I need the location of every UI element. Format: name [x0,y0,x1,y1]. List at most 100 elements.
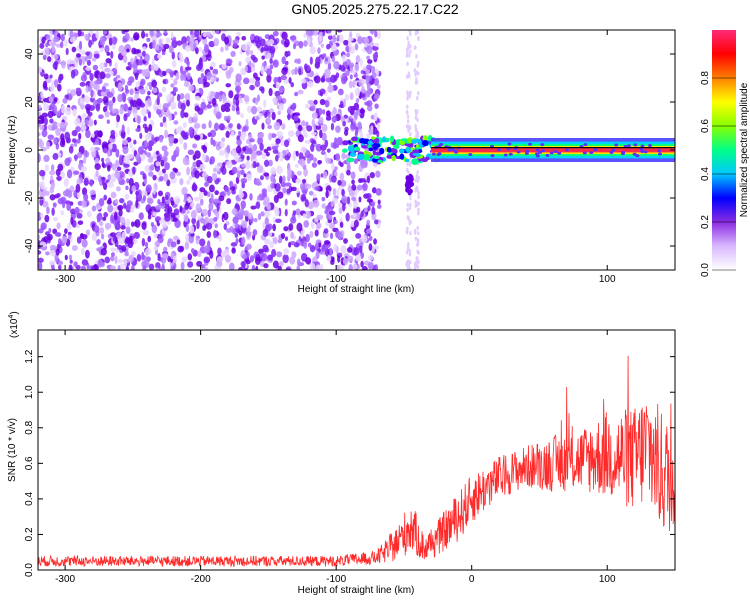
spectrogram-cell [53,97,58,102]
spectrogram-cell [356,88,360,97]
spectrogram-cell [338,202,343,209]
spectrogram-cell [283,248,290,256]
spectrogram-cell [72,108,77,117]
spectrogram-cell [268,241,275,248]
spectrogram-cell [189,30,194,35]
spectrogram-cell [241,43,248,52]
spectrogram-cell [204,216,210,225]
spectrogram-cell [301,78,307,84]
spectrogram-cell [350,220,355,228]
spectrogram-cell [327,84,334,93]
spectrogram-cell [235,97,240,107]
spectrogram-cell [41,36,46,44]
spectrogram-cell [283,79,290,84]
spectrogram-cell [343,238,348,244]
spectrogram-cell [296,58,301,65]
spectrogram-cell [67,58,74,65]
spectrogram-cell [267,254,273,261]
spectrogram-cell [142,50,146,57]
spectrogram-cell [231,104,236,112]
spectrogram-cell [144,85,149,92]
spectrogram-cell [296,222,303,232]
spectrogram-cell [280,75,287,81]
spectrogram-cell [49,30,53,37]
spectrogram-cell [95,103,101,112]
spectrogram-cell [150,222,155,227]
spectrogram-cell [38,169,46,177]
spectrogram-cell [98,197,105,207]
spectrogram-cell [407,127,411,132]
spectrogram-cell [61,104,66,114]
spectrogram-cell [296,170,302,176]
spectrogram-cell [309,230,314,238]
spectrogram-cell [48,96,54,103]
spectrogram-cell [76,178,81,186]
spectrogram-cell [304,210,312,219]
spectrogram-cell [48,228,52,234]
spectrogram-cell [408,266,412,270]
spectrogram-cell [311,112,318,119]
spectrogram-cell [43,117,48,126]
spectrogram-cell [346,157,355,163]
spectrogram-cell [71,245,78,251]
spectrogram-cell [89,189,96,195]
spectrogram-cell [110,191,117,199]
spectrogram-cell [304,103,310,109]
spectrogram-cell [271,248,277,258]
spectrogram-cell [314,75,321,84]
spectrogram-cell [268,159,273,167]
spectrogram-cell [320,144,327,151]
spectrogram-cell [67,231,72,236]
spectrogram-cell [289,35,297,41]
spectrogram-cell [103,211,108,218]
spectrogram-cell [299,182,306,190]
spectrogram-cell [102,96,109,104]
spectrogram-cell [75,53,81,58]
spectrogram-cell [99,220,104,227]
spectrogram-cell [226,198,232,205]
spectrogram-cell [354,63,360,72]
spectrogram-cell [176,40,183,46]
spectrogram-cell [220,104,226,113]
spectrogram-cell [147,235,152,243]
spectrogram-cell [331,257,335,263]
spectrogram-cell [370,201,376,208]
spectrogram-cell [305,233,310,243]
spectrogram-cell [326,30,332,34]
spectrogram-cell [208,40,215,48]
spectrogram-cell [143,178,148,185]
spectrogram-cell [310,105,316,112]
spectrogram-cell [72,59,76,65]
spectrogram-cell [545,153,550,157]
spectrogram-cell [315,264,322,270]
spectrogram-cell [164,129,168,139]
spectrogram-cell [203,81,210,88]
spectrogram-cell [240,177,248,184]
colorbar-tick-label: 0.8 [700,71,711,85]
spectrogram-cell [297,124,303,132]
spectrogram-cell [405,250,409,255]
spectrogram-cell [171,39,178,49]
spectrogram-cell [175,127,182,134]
spectrogram-cell [209,94,213,100]
spectrogram-cell [57,264,62,270]
spectrogram-cell [84,33,89,40]
spectrogram-cell [249,50,254,56]
spectrogram-cell [276,131,283,138]
spectrogram-cell [186,180,191,185]
spectrogram-cell [374,42,380,47]
spectrogram-cell [336,188,340,197]
spectrogram-cell [284,60,289,66]
spectrogram-cell [214,190,219,196]
spectrogram-cell [173,86,178,93]
spectrogram-cell [330,200,335,207]
spectrogram-cell [115,186,121,192]
spectrogram-cell [301,196,307,202]
spectrogram-cell [100,248,107,256]
spectrogram-cell [226,58,233,65]
spectrogram-cell [74,154,78,162]
spectrogram-cell [125,266,129,270]
spectrogram-cell [179,65,184,75]
spectrogram-cell [413,45,417,50]
